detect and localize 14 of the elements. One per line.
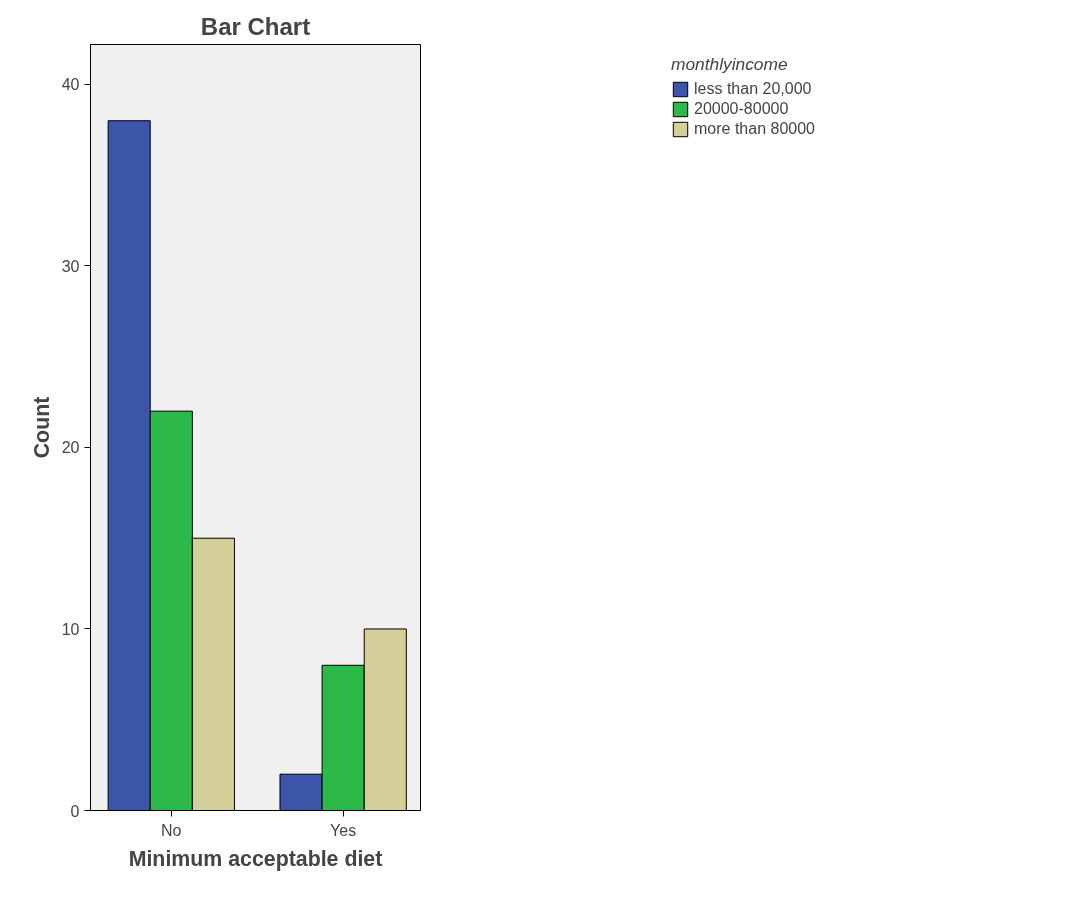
x-tick-label: No xyxy=(161,821,182,839)
x-axis-title: Minimum acceptable diet xyxy=(128,846,383,871)
legend-title: monthlyincome xyxy=(671,54,789,75)
legend-label: less than 20,000 xyxy=(694,80,812,98)
legend-label: 20000-80000 xyxy=(694,100,789,118)
y-tick-label: 10 xyxy=(61,620,80,638)
y-tick-label: 40 xyxy=(61,76,80,94)
y-axis-title: Count xyxy=(29,396,54,459)
y-tick-label: 0 xyxy=(70,802,80,820)
x-tick-label: Yes xyxy=(330,821,357,839)
y-tick-label: 30 xyxy=(61,257,80,275)
y-tick-label: 20 xyxy=(61,439,80,457)
legend-label: more than 80000 xyxy=(694,120,815,138)
chart-title: Bar Chart xyxy=(200,12,311,40)
